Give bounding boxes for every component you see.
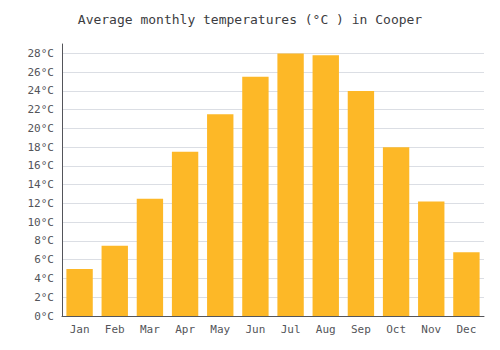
svg-text:Jul: Jul [281,323,301,336]
svg-text:Nov: Nov [421,323,441,336]
svg-text:20°C: 20°C [28,122,55,135]
svg-text:Mar: Mar [140,323,160,336]
svg-text:May: May [210,323,230,336]
svg-text:Jun: Jun [245,323,265,336]
svg-text:Average monthly temperatures (: Average monthly temperatures (°C ) in Co… [78,12,423,27]
svg-text:Jan: Jan [70,323,90,336]
svg-text:Aug: Aug [316,323,336,336]
svg-text:10°C: 10°C [28,216,55,229]
svg-text:24°C: 24°C [28,84,55,97]
svg-text:18°C: 18°C [28,141,55,154]
svg-text:Dec: Dec [456,323,476,336]
svg-text:14°C: 14°C [28,178,55,191]
svg-text:0°C: 0°C [34,310,54,323]
svg-text:Oct: Oct [386,323,406,336]
svg-text:28°C: 28°C [28,47,55,60]
svg-text:6°C: 6°C [34,253,54,266]
svg-text:12°C: 12°C [28,197,55,210]
svg-text:16°C: 16°C [28,159,55,172]
svg-text:Feb: Feb [105,323,125,336]
svg-text:8°C: 8°C [34,234,54,247]
svg-text:22°C: 22°C [28,103,55,116]
svg-text:26°C: 26°C [28,66,55,79]
svg-text:Sep: Sep [351,323,371,336]
svg-text:2°C: 2°C [34,291,54,304]
svg-text:Apr: Apr [175,323,195,336]
svg-text:4°C: 4°C [34,272,54,285]
